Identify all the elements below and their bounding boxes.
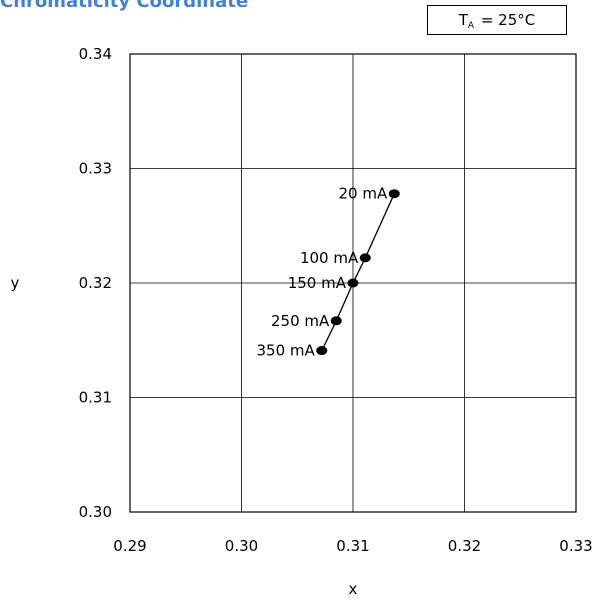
grid xyxy=(130,54,576,512)
data-point-label: 20 mA xyxy=(339,185,388,203)
x-axis-label: x xyxy=(349,580,358,598)
data-point xyxy=(388,189,400,199)
data-point xyxy=(359,253,371,263)
condition-box: TA = 25°C xyxy=(427,5,567,35)
y-tick-label: 0.34 xyxy=(79,45,112,63)
x-tick-label: 0.33 xyxy=(559,537,592,555)
y-tick-label: 0.30 xyxy=(79,503,112,521)
data-point-label: 100 mA xyxy=(300,249,359,267)
x-tick-labels: 0.29 0.30 0.31 0.32 0.33 xyxy=(113,537,592,555)
y-tick-label: 0.32 xyxy=(79,274,112,292)
chart-title: Chromaticity Coordinate xyxy=(0,0,249,12)
series: 20 mA 100 mA 150 mA 250 mA 350 mA xyxy=(256,185,400,360)
y-tick-labels: 0.30 0.31 0.32 0.33 0.34 xyxy=(79,45,112,521)
y-tick-label: 0.31 xyxy=(79,389,112,407)
x-tick-label: 0.32 xyxy=(448,537,481,555)
data-point xyxy=(347,278,359,288)
y-tick-label: 0.33 xyxy=(79,160,112,178)
y-axis-label: y xyxy=(11,274,20,292)
data-point-label: 150 mA xyxy=(288,274,347,292)
condition-subscript: A xyxy=(467,21,475,31)
data-point xyxy=(330,316,342,326)
x-tick-label: 0.29 xyxy=(113,537,146,555)
condition-symbol: T xyxy=(458,11,468,29)
x-tick-label: 0.30 xyxy=(225,537,258,555)
condition-value: = 25°C xyxy=(476,11,536,29)
data-point xyxy=(316,346,328,356)
x-tick-label: 0.31 xyxy=(336,537,369,555)
data-point-label: 250 mA xyxy=(271,312,330,330)
data-point-label: 350 mA xyxy=(256,342,315,360)
